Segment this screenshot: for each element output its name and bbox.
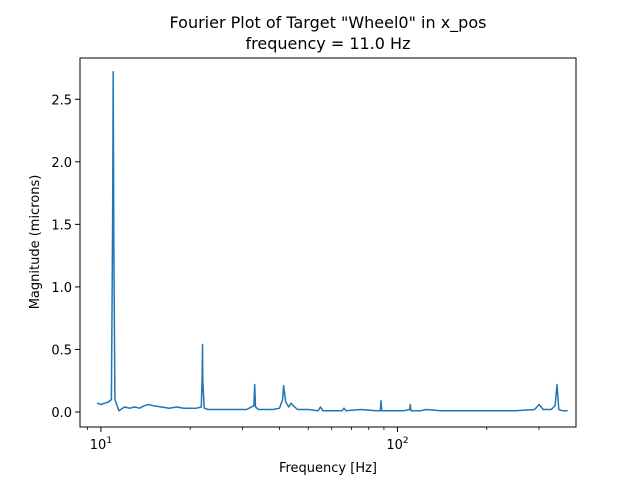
y-tick-label: 2.5 [51,93,72,108]
chart-subtitle: frequency = 11.0 Hz [246,34,411,53]
series-line-0 [96,71,568,412]
x-axis-label: Frequency [Hz] [279,461,377,476]
chart-title: Fourier Plot of Target "Wheel0" in x_pos [170,13,487,33]
y-axis-label: Magnitude (microns) [28,175,43,310]
x-axis: 101 102 [86,427,540,453]
x-tick-label: 101 [90,436,112,453]
plot-area [96,71,568,412]
y-tick-label: 0.5 [51,343,72,358]
y-tick-label: 1.5 [51,218,72,233]
x-tick-label: 102 [386,436,408,453]
y-tick-label: 0.0 [51,406,72,421]
y-axis: 0.0 0.5 1.0 1.5 2.0 2.5 [51,93,80,421]
y-tick-label: 1.0 [51,281,72,296]
axes-frame [79,57,577,428]
y-tick-label: 2.0 [51,156,72,171]
